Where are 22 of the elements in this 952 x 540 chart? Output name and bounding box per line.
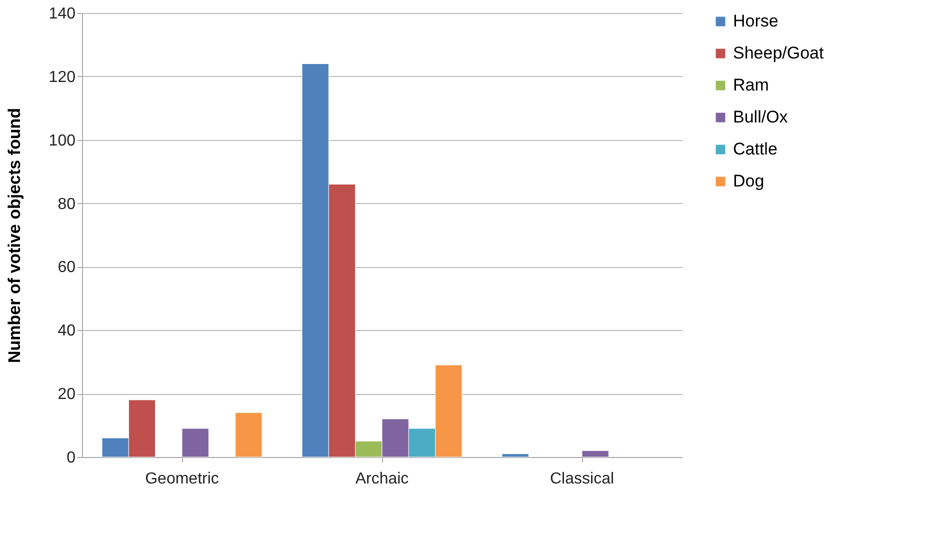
legend-label: Sheep/Goat xyxy=(733,44,824,62)
bar xyxy=(502,454,529,458)
legend-label: Bull/Ox xyxy=(733,108,788,126)
y-tick-label: 120 xyxy=(48,68,76,86)
y-tick-label: 80 xyxy=(58,196,76,213)
y-tick-label: 0 xyxy=(66,450,76,466)
legend-label: Cattle xyxy=(733,140,778,158)
x-tick-label: Classical xyxy=(550,470,614,488)
legend-label: Dog xyxy=(733,172,764,190)
legend-label: Ram xyxy=(733,76,769,94)
x-tick-label: Geometric xyxy=(145,470,219,488)
y-tick-label: 60 xyxy=(58,259,76,276)
y-tick-label: 140 xyxy=(48,6,76,22)
legend-label: Horse xyxy=(733,12,778,30)
y-tick-label: 20 xyxy=(58,386,76,404)
y-tick-label: 40 xyxy=(58,322,76,340)
bar xyxy=(235,412,262,458)
x-tick-label: Archaic xyxy=(355,470,409,488)
bar xyxy=(182,428,209,458)
y-axis-title: Number of votive objects found xyxy=(4,108,24,364)
bar xyxy=(582,450,609,458)
y-tick-label: 100 xyxy=(48,132,76,150)
